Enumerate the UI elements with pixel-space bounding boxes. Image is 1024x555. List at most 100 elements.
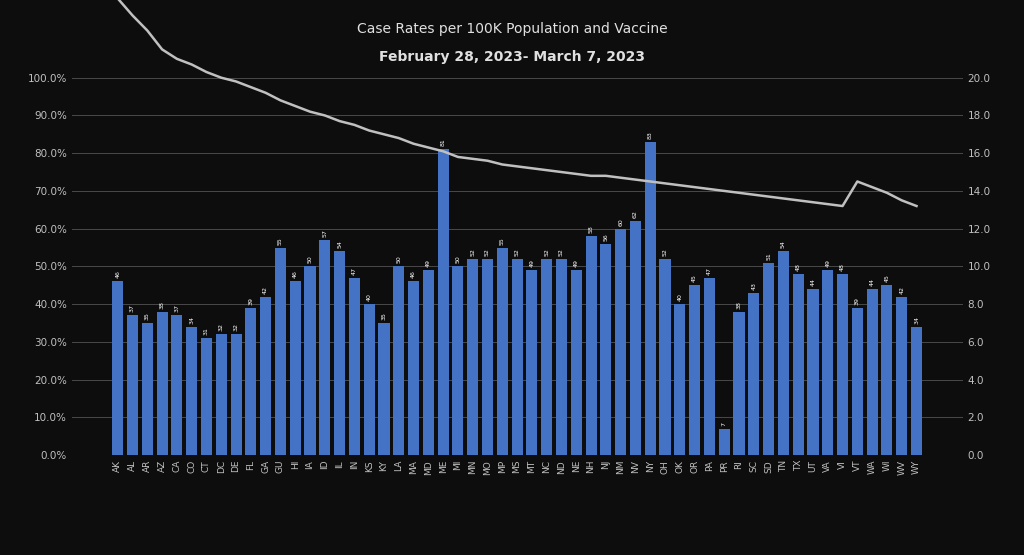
Text: 49: 49 (573, 259, 579, 267)
Bar (304, 266, 315, 455)
Bar (113, 281, 123, 455)
Text: 60: 60 (618, 218, 624, 226)
Bar (467, 259, 478, 455)
Bar (482, 259, 494, 455)
Bar (882, 285, 893, 455)
Text: 49: 49 (529, 259, 535, 267)
Bar (541, 259, 552, 455)
Text: 49: 49 (825, 259, 830, 267)
Text: 35: 35 (144, 312, 150, 320)
Bar (778, 251, 788, 455)
Text: 38: 38 (160, 301, 165, 309)
Bar (437, 149, 449, 455)
Bar (349, 278, 360, 455)
Text: 44: 44 (869, 278, 874, 286)
Text: 52: 52 (515, 248, 519, 256)
Bar (497, 248, 508, 455)
Text: 40: 40 (367, 293, 372, 301)
Text: 58: 58 (589, 225, 594, 233)
Bar (763, 263, 774, 455)
Bar (719, 428, 730, 455)
Text: 48: 48 (796, 263, 801, 271)
Bar (230, 334, 242, 455)
Bar (274, 248, 286, 455)
Bar (423, 270, 434, 455)
Bar (201, 338, 212, 455)
Text: Case Rates per 100K Population and Vaccine: Case Rates per 100K Population and Vacci… (356, 22, 668, 36)
Text: 50: 50 (456, 256, 461, 264)
Text: 47: 47 (352, 267, 357, 275)
Text: 81: 81 (440, 139, 445, 147)
Text: 46: 46 (116, 271, 120, 279)
Text: 51: 51 (766, 252, 771, 260)
Bar (911, 327, 922, 455)
Text: 46: 46 (411, 271, 416, 279)
Bar (171, 315, 182, 455)
Text: 49: 49 (426, 259, 431, 267)
Bar (570, 270, 582, 455)
Text: 83: 83 (648, 131, 652, 139)
Bar (526, 270, 538, 455)
Bar (186, 327, 198, 455)
Bar (379, 323, 389, 455)
Bar (793, 274, 804, 455)
Text: 52: 52 (559, 248, 564, 256)
Text: 56: 56 (603, 233, 608, 241)
Bar (393, 266, 404, 455)
Text: 46: 46 (293, 271, 298, 279)
Bar (659, 259, 671, 455)
Text: 52: 52 (544, 248, 549, 256)
Bar (290, 281, 301, 455)
Bar (703, 278, 715, 455)
Bar (615, 229, 627, 455)
Text: 45: 45 (885, 274, 890, 282)
Bar (630, 221, 641, 455)
Text: 39: 39 (855, 297, 860, 305)
Text: 47: 47 (707, 267, 712, 275)
Text: 50: 50 (396, 256, 401, 264)
Text: 38: 38 (736, 301, 741, 309)
Text: February 28, 2023- March 7, 2023: February 28, 2023- March 7, 2023 (379, 50, 645, 64)
Text: 57: 57 (323, 229, 328, 237)
Bar (453, 266, 464, 455)
Text: 34: 34 (189, 316, 195, 324)
Bar (896, 296, 907, 455)
Bar (807, 289, 818, 455)
Text: 39: 39 (249, 297, 253, 305)
Bar (822, 270, 834, 455)
Bar (556, 259, 567, 455)
Bar (127, 315, 138, 455)
Text: 7: 7 (722, 422, 727, 426)
Text: 54: 54 (781, 240, 785, 248)
Text: 34: 34 (914, 316, 919, 324)
Bar (512, 259, 522, 455)
Bar (600, 244, 611, 455)
Text: 52: 52 (663, 248, 668, 256)
Bar (260, 296, 271, 455)
Bar (852, 308, 863, 455)
Bar (837, 274, 848, 455)
Bar (689, 285, 700, 455)
Text: 32: 32 (219, 324, 224, 331)
Bar (141, 323, 153, 455)
Text: 50: 50 (307, 256, 312, 264)
Text: 55: 55 (278, 237, 283, 245)
Text: 31: 31 (204, 327, 209, 335)
Bar (334, 251, 345, 455)
Bar (586, 236, 597, 455)
Text: 37: 37 (130, 305, 135, 312)
Text: 55: 55 (500, 237, 505, 245)
Bar (246, 308, 256, 455)
Text: 40: 40 (677, 293, 682, 301)
Text: 44: 44 (810, 278, 815, 286)
Text: 37: 37 (174, 305, 179, 312)
Text: 62: 62 (633, 210, 638, 218)
Bar (364, 304, 375, 455)
Text: 43: 43 (752, 282, 757, 290)
Text: 45: 45 (692, 274, 697, 282)
Bar (157, 312, 168, 455)
Text: 42: 42 (899, 286, 904, 294)
Text: 52: 52 (485, 248, 490, 256)
Bar (216, 334, 227, 455)
Bar (866, 289, 878, 455)
